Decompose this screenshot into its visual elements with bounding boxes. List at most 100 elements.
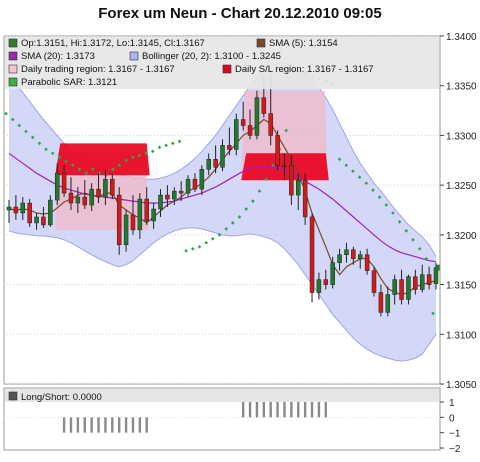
short-bar [131, 417, 135, 433]
sar-point [110, 167, 115, 172]
candle-body [41, 216, 46, 226]
sar-point [357, 175, 362, 180]
long-bar [241, 402, 245, 418]
long-bar [303, 402, 307, 418]
indicator-tick-label: 0 [449, 413, 455, 424]
candle-body [254, 97, 260, 136]
sar-point [117, 163, 122, 168]
candle [399, 269, 404, 305]
candle [48, 195, 53, 227]
sar-point [371, 188, 375, 192]
candle-body [406, 276, 411, 300]
candle-body [268, 113, 273, 136]
indicator-label: Long/Short: 0.0000 [21, 392, 102, 403]
y-tick-label: 1.3350 [446, 82, 477, 93]
sar-point [244, 207, 249, 211]
legend-item-bollinger: Bollinger (20, 2): 1.3100 - 1.3245 [129, 51, 281, 62]
candle-body [296, 179, 301, 196]
y-tick-label: 1.3150 [446, 281, 477, 292]
candle [419, 264, 425, 293]
short-bar [117, 417, 121, 433]
candle [364, 248, 370, 275]
legend-label: SMA (20): 1.3173 [21, 51, 95, 62]
y-tick-label: 1.3200 [446, 231, 477, 242]
candle [378, 284, 384, 317]
candle-body [378, 292, 384, 313]
legend-swatch [8, 38, 18, 48]
long-bar [290, 402, 293, 418]
legend-label: Daily S/L region: 1.3167 - 1.3167 [235, 64, 374, 75]
candle [34, 212, 39, 230]
y-tick-label: 1.3100 [446, 330, 477, 341]
short-bar [62, 417, 66, 433]
candle-body [89, 188, 94, 206]
candle [227, 127, 232, 156]
sar-point [204, 240, 209, 245]
y-tick-label: 1.3050 [446, 380, 477, 391]
sar-point [130, 155, 135, 160]
candle-body [82, 196, 88, 206]
candle-body [130, 214, 136, 231]
sar-point [264, 177, 269, 182]
candle-body [351, 249, 356, 259]
y-tick-label: 1.3300 [446, 131, 477, 142]
candle-body [364, 254, 370, 271]
short-bar [90, 417, 93, 433]
sar-point [44, 147, 48, 152]
candle [371, 266, 377, 297]
long-bar [297, 402, 300, 418]
candle [89, 183, 94, 211]
candle-body [275, 135, 280, 166]
indicator-legend-box [5, 389, 439, 402]
candle-body [110, 178, 115, 196]
sl-region-0 [55, 143, 150, 176]
candle [199, 165, 205, 196]
candle [330, 256, 335, 289]
candle [282, 153, 287, 181]
candle-body [282, 165, 287, 167]
candle-body [337, 254, 342, 263]
legend-swatch [8, 51, 18, 61]
candle-body [96, 188, 101, 198]
candle [296, 173, 301, 210]
candle [178, 181, 184, 202]
legend-label: Op:1.3151, Hi:1.3172, Lo:1.3145, Cl:1.31… [21, 38, 205, 49]
candle-body [116, 194, 122, 246]
candle [247, 109, 253, 140]
sar-point [251, 199, 255, 203]
candle [385, 286, 391, 317]
short-bar [145, 417, 148, 433]
candle-body [419, 274, 425, 290]
y-tick-label: 1.3250 [446, 181, 477, 192]
candle [20, 197, 26, 220]
candle [103, 170, 108, 206]
long-bar [248, 402, 252, 418]
candle [6, 200, 12, 223]
legend-swatch [129, 51, 139, 61]
legend-swatch [256, 38, 266, 48]
candle [151, 203, 156, 229]
sar-point [137, 153, 142, 158]
candle-body [399, 279, 404, 300]
candle-body [144, 198, 149, 222]
candle [144, 187, 149, 225]
candle-body [289, 165, 294, 196]
sar-point [210, 236, 215, 241]
y-axis: 1.3400 1.3350 1.3300 1.3250 1.3200 1.3150 1.31… [439, 32, 477, 391]
candle [165, 185, 170, 208]
candle [172, 187, 177, 206]
short-bar [69, 417, 73, 433]
sar-point [170, 141, 175, 146]
sar-point [190, 246, 195, 251]
candle-body [385, 294, 391, 313]
sar-point [431, 311, 435, 316]
candle [344, 242, 349, 263]
indicator-swatch [8, 391, 18, 401]
sar-point [257, 189, 262, 193]
candle [123, 210, 129, 252]
candle-body [323, 279, 329, 285]
short-bar [97, 417, 100, 433]
candle-body [220, 145, 225, 168]
candle-body [302, 179, 308, 218]
